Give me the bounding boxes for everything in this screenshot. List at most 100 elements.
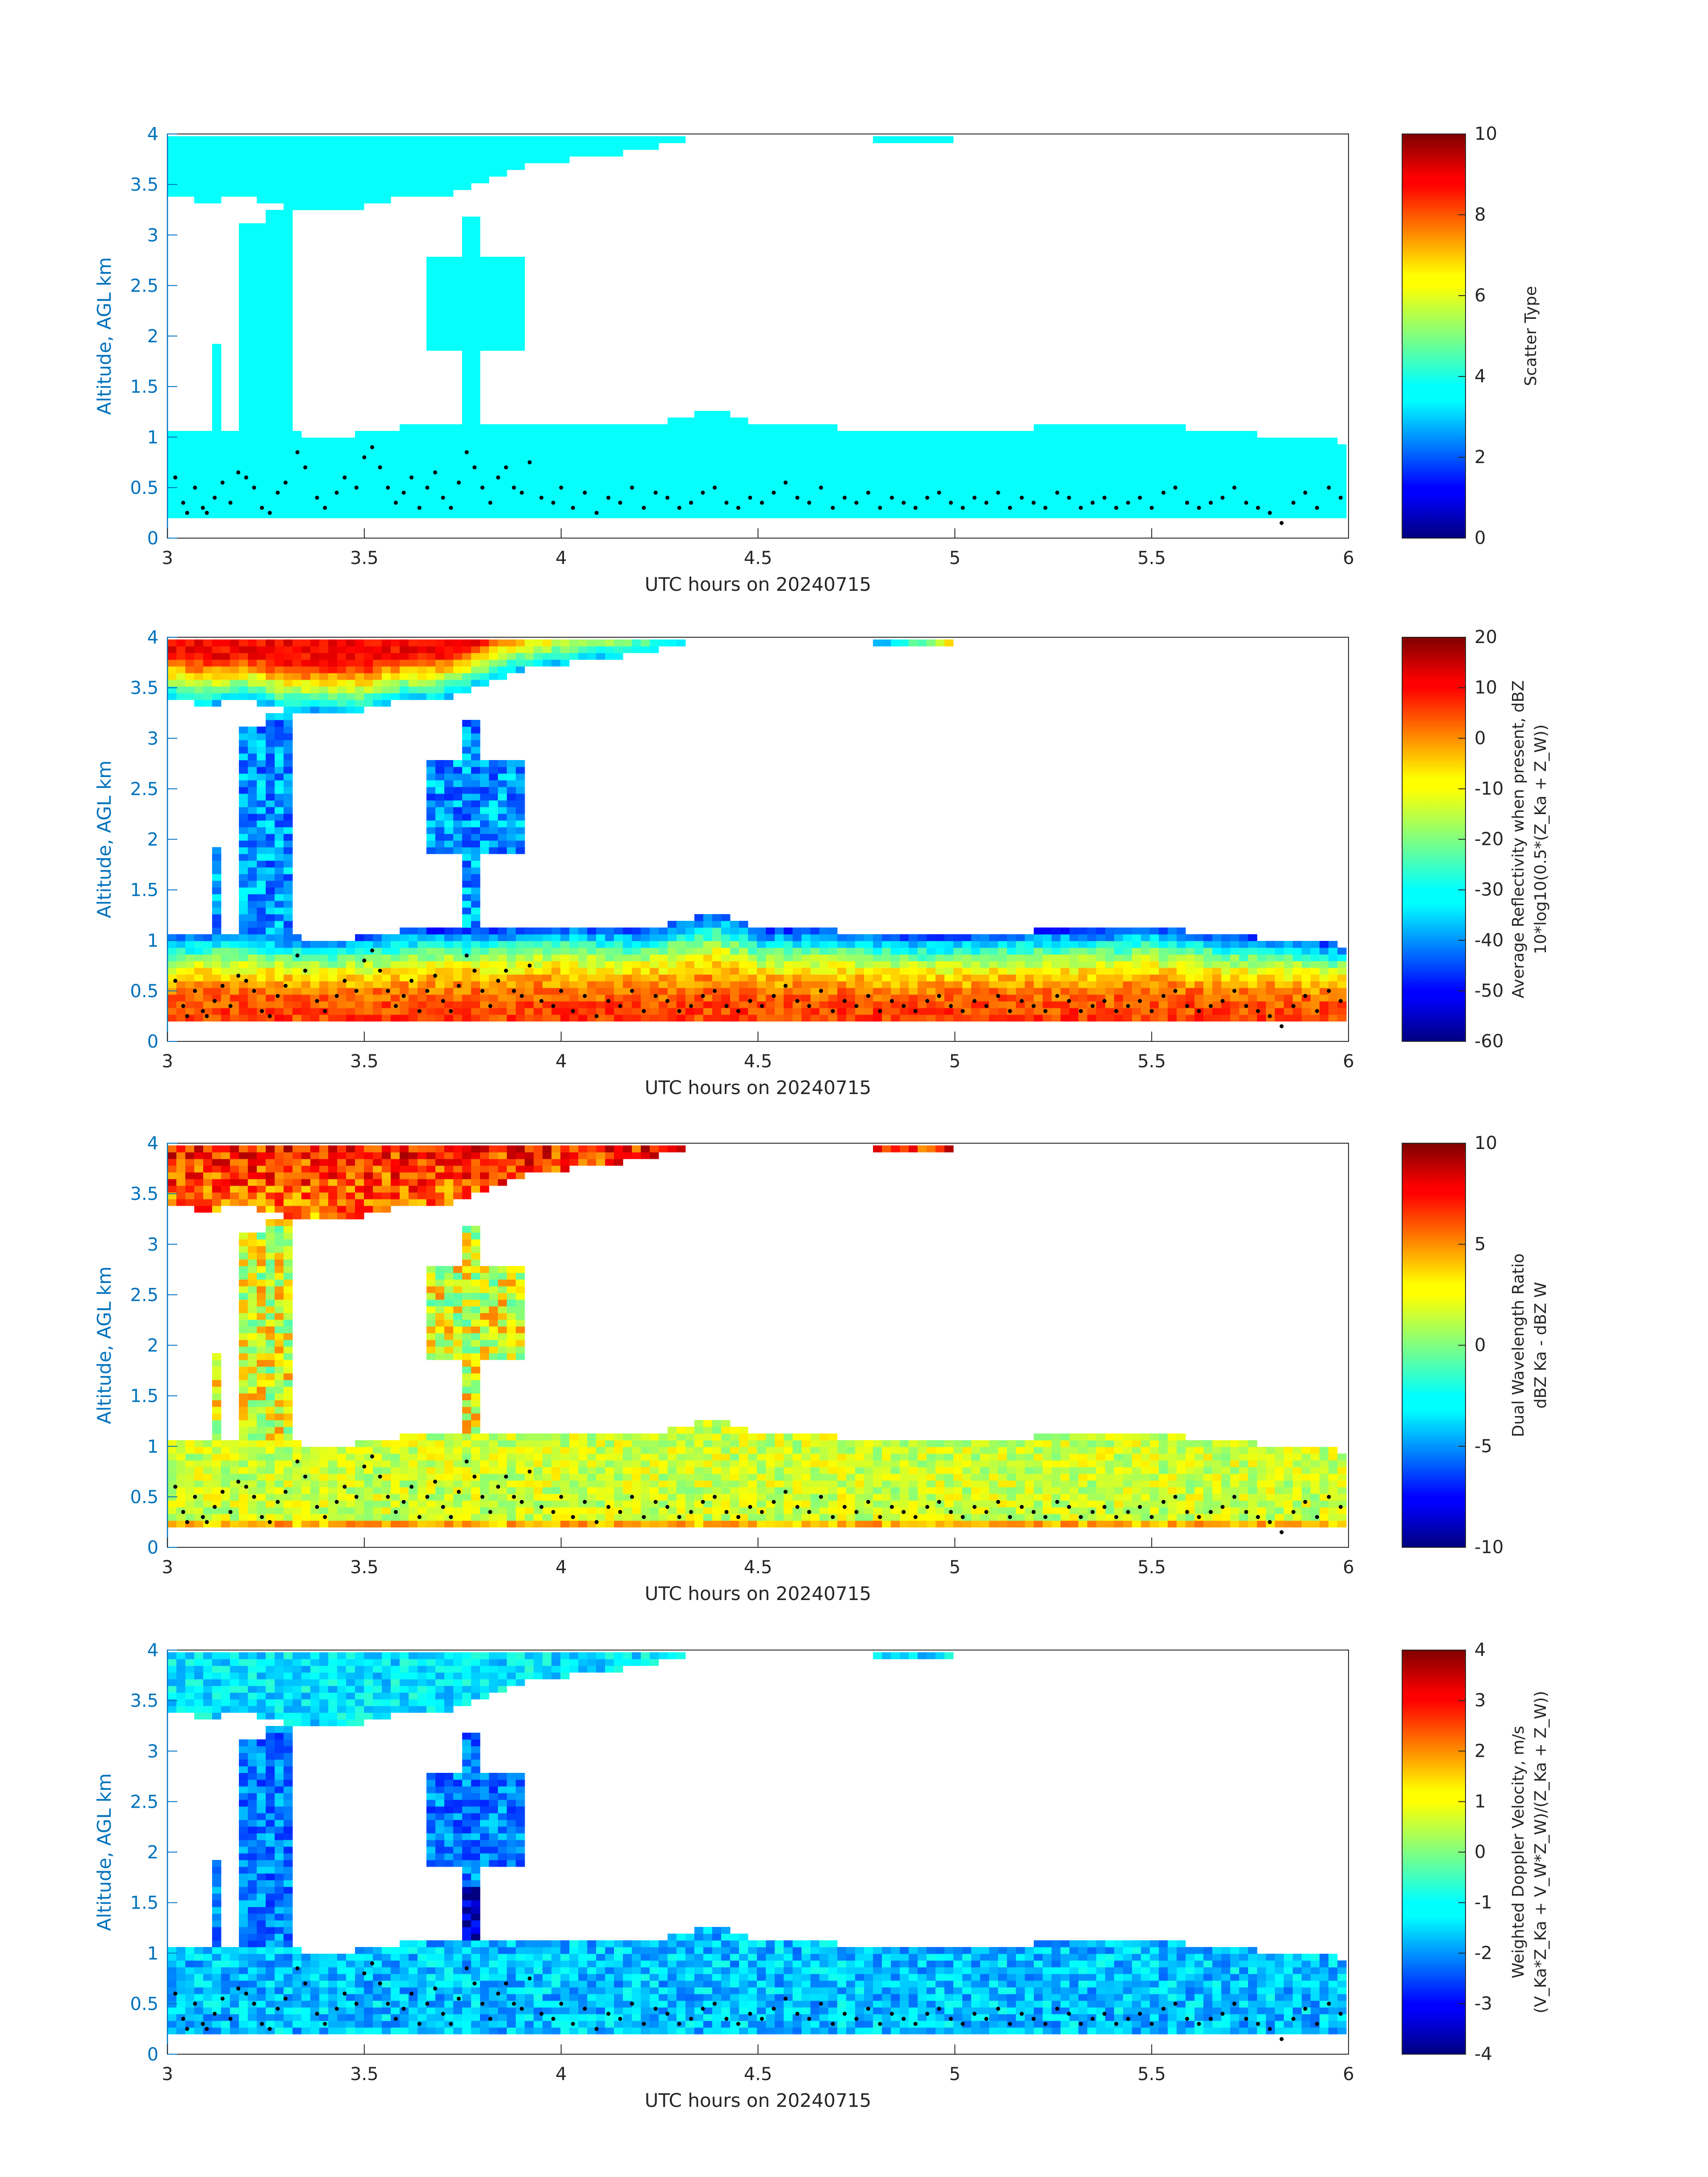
heatmap-cell xyxy=(748,941,757,948)
heatmap-cell xyxy=(748,451,757,458)
heatmap-cell xyxy=(739,478,748,485)
heatmap-cell xyxy=(998,988,1007,995)
heatmap-cell xyxy=(203,954,213,961)
heatmap-cell xyxy=(650,444,659,451)
heatmap-cell xyxy=(962,505,972,512)
heatmap-cell xyxy=(284,250,293,257)
x-tick-label: 3 xyxy=(162,548,173,568)
heatmap-cell xyxy=(239,223,248,230)
heatmap-cell xyxy=(1025,511,1034,518)
heatmap-cell xyxy=(962,438,972,445)
heatmap-cell xyxy=(328,176,338,184)
heatmap-cell xyxy=(578,451,588,458)
heatmap-cell xyxy=(498,1001,507,1008)
heatmap-cell xyxy=(480,780,489,787)
heatmap-cell xyxy=(1141,451,1150,458)
heatmap-cell xyxy=(364,478,373,485)
heatmap-cell xyxy=(426,317,436,324)
heatmap-cell xyxy=(221,170,230,177)
heatmap-cell xyxy=(212,163,221,170)
heatmap-cell xyxy=(516,431,525,438)
heatmap-cell xyxy=(837,458,847,465)
heatmap-cell xyxy=(444,438,454,445)
heatmap-cell xyxy=(507,310,516,318)
heatmap-cell xyxy=(453,807,463,814)
heatmap-cell xyxy=(864,934,873,941)
heatmap-cell xyxy=(284,458,293,465)
heatmap-cell xyxy=(480,840,489,848)
heatmap-cell xyxy=(810,478,820,485)
heatmap-cell xyxy=(176,954,186,961)
heatmap-cell xyxy=(248,424,257,431)
heatmap-cell xyxy=(203,150,213,157)
heatmap-cell xyxy=(1087,491,1097,498)
heatmap-cell xyxy=(918,136,927,143)
heatmap-cell xyxy=(239,337,248,344)
heatmap-cell xyxy=(1007,464,1016,472)
heatmap-cell xyxy=(275,740,284,747)
heatmap-cell xyxy=(248,237,257,244)
heatmap-cell xyxy=(525,491,534,498)
heatmap-cell xyxy=(176,438,186,445)
heatmap-cell xyxy=(1123,431,1132,438)
heatmap-cell xyxy=(453,344,463,351)
heatmap-cell xyxy=(739,921,748,928)
heatmap-cell xyxy=(882,988,891,995)
heatmap-cell xyxy=(462,666,472,673)
heatmap-cell xyxy=(516,1008,525,1015)
heatmap-cell xyxy=(435,794,445,801)
heatmap-cell xyxy=(301,176,311,184)
heatmap-cell xyxy=(444,928,454,935)
heatmap-cell xyxy=(989,431,998,438)
heatmap-cell xyxy=(1328,438,1338,445)
data-point xyxy=(512,485,516,490)
heatmap-cell xyxy=(962,934,972,941)
heatmap-cell xyxy=(569,485,579,492)
heatmap-cell xyxy=(1230,464,1240,472)
heatmap-cell xyxy=(337,941,347,948)
heatmap-cell xyxy=(355,673,364,680)
heatmap-cell xyxy=(927,458,936,465)
heatmap-cell xyxy=(426,290,436,297)
heatmap-cell xyxy=(257,1001,266,1008)
heatmap-cell xyxy=(462,1015,472,1022)
heatmap-cell xyxy=(292,170,302,177)
heatmap-cell xyxy=(578,646,588,653)
heatmap-cell xyxy=(1114,485,1123,492)
heatmap-cell xyxy=(230,136,239,143)
heatmap-cell xyxy=(239,660,248,667)
heatmap-cell xyxy=(1248,464,1257,472)
heatmap-cell xyxy=(471,330,480,338)
heatmap-cell xyxy=(453,150,463,157)
heatmap-cell xyxy=(882,464,891,472)
heatmap-cell xyxy=(418,491,427,498)
heatmap-cell xyxy=(891,498,900,505)
heatmap-cell xyxy=(364,183,373,190)
heatmap-cell xyxy=(659,451,668,458)
heatmap-cell xyxy=(935,511,945,518)
heatmap-cell xyxy=(257,471,266,478)
heatmap-cell xyxy=(212,357,221,364)
heatmap-cell xyxy=(596,485,606,492)
heatmap-cell xyxy=(203,948,213,955)
heatmap-cell xyxy=(1105,438,1115,445)
heatmap-cell xyxy=(882,471,891,478)
heatmap-cell xyxy=(659,438,668,445)
heatmap-cell xyxy=(364,686,373,694)
heatmap-cell xyxy=(748,478,757,485)
heatmap-cell xyxy=(560,653,570,660)
data-point xyxy=(409,475,414,480)
heatmap-cell xyxy=(257,753,266,760)
heatmap-cell xyxy=(632,136,641,143)
heatmap-cell xyxy=(364,1001,373,1008)
heatmap-cell xyxy=(578,150,588,157)
heatmap-cell xyxy=(248,887,257,894)
heatmap-cell xyxy=(453,297,463,304)
heatmap-cell xyxy=(596,451,606,458)
heatmap-cell xyxy=(391,438,400,445)
heatmap-cell xyxy=(471,304,480,311)
heatmap-cell xyxy=(319,948,329,955)
heatmap-cell xyxy=(962,994,972,1002)
heatmap-cell xyxy=(230,438,239,445)
data-point xyxy=(1291,501,1296,505)
